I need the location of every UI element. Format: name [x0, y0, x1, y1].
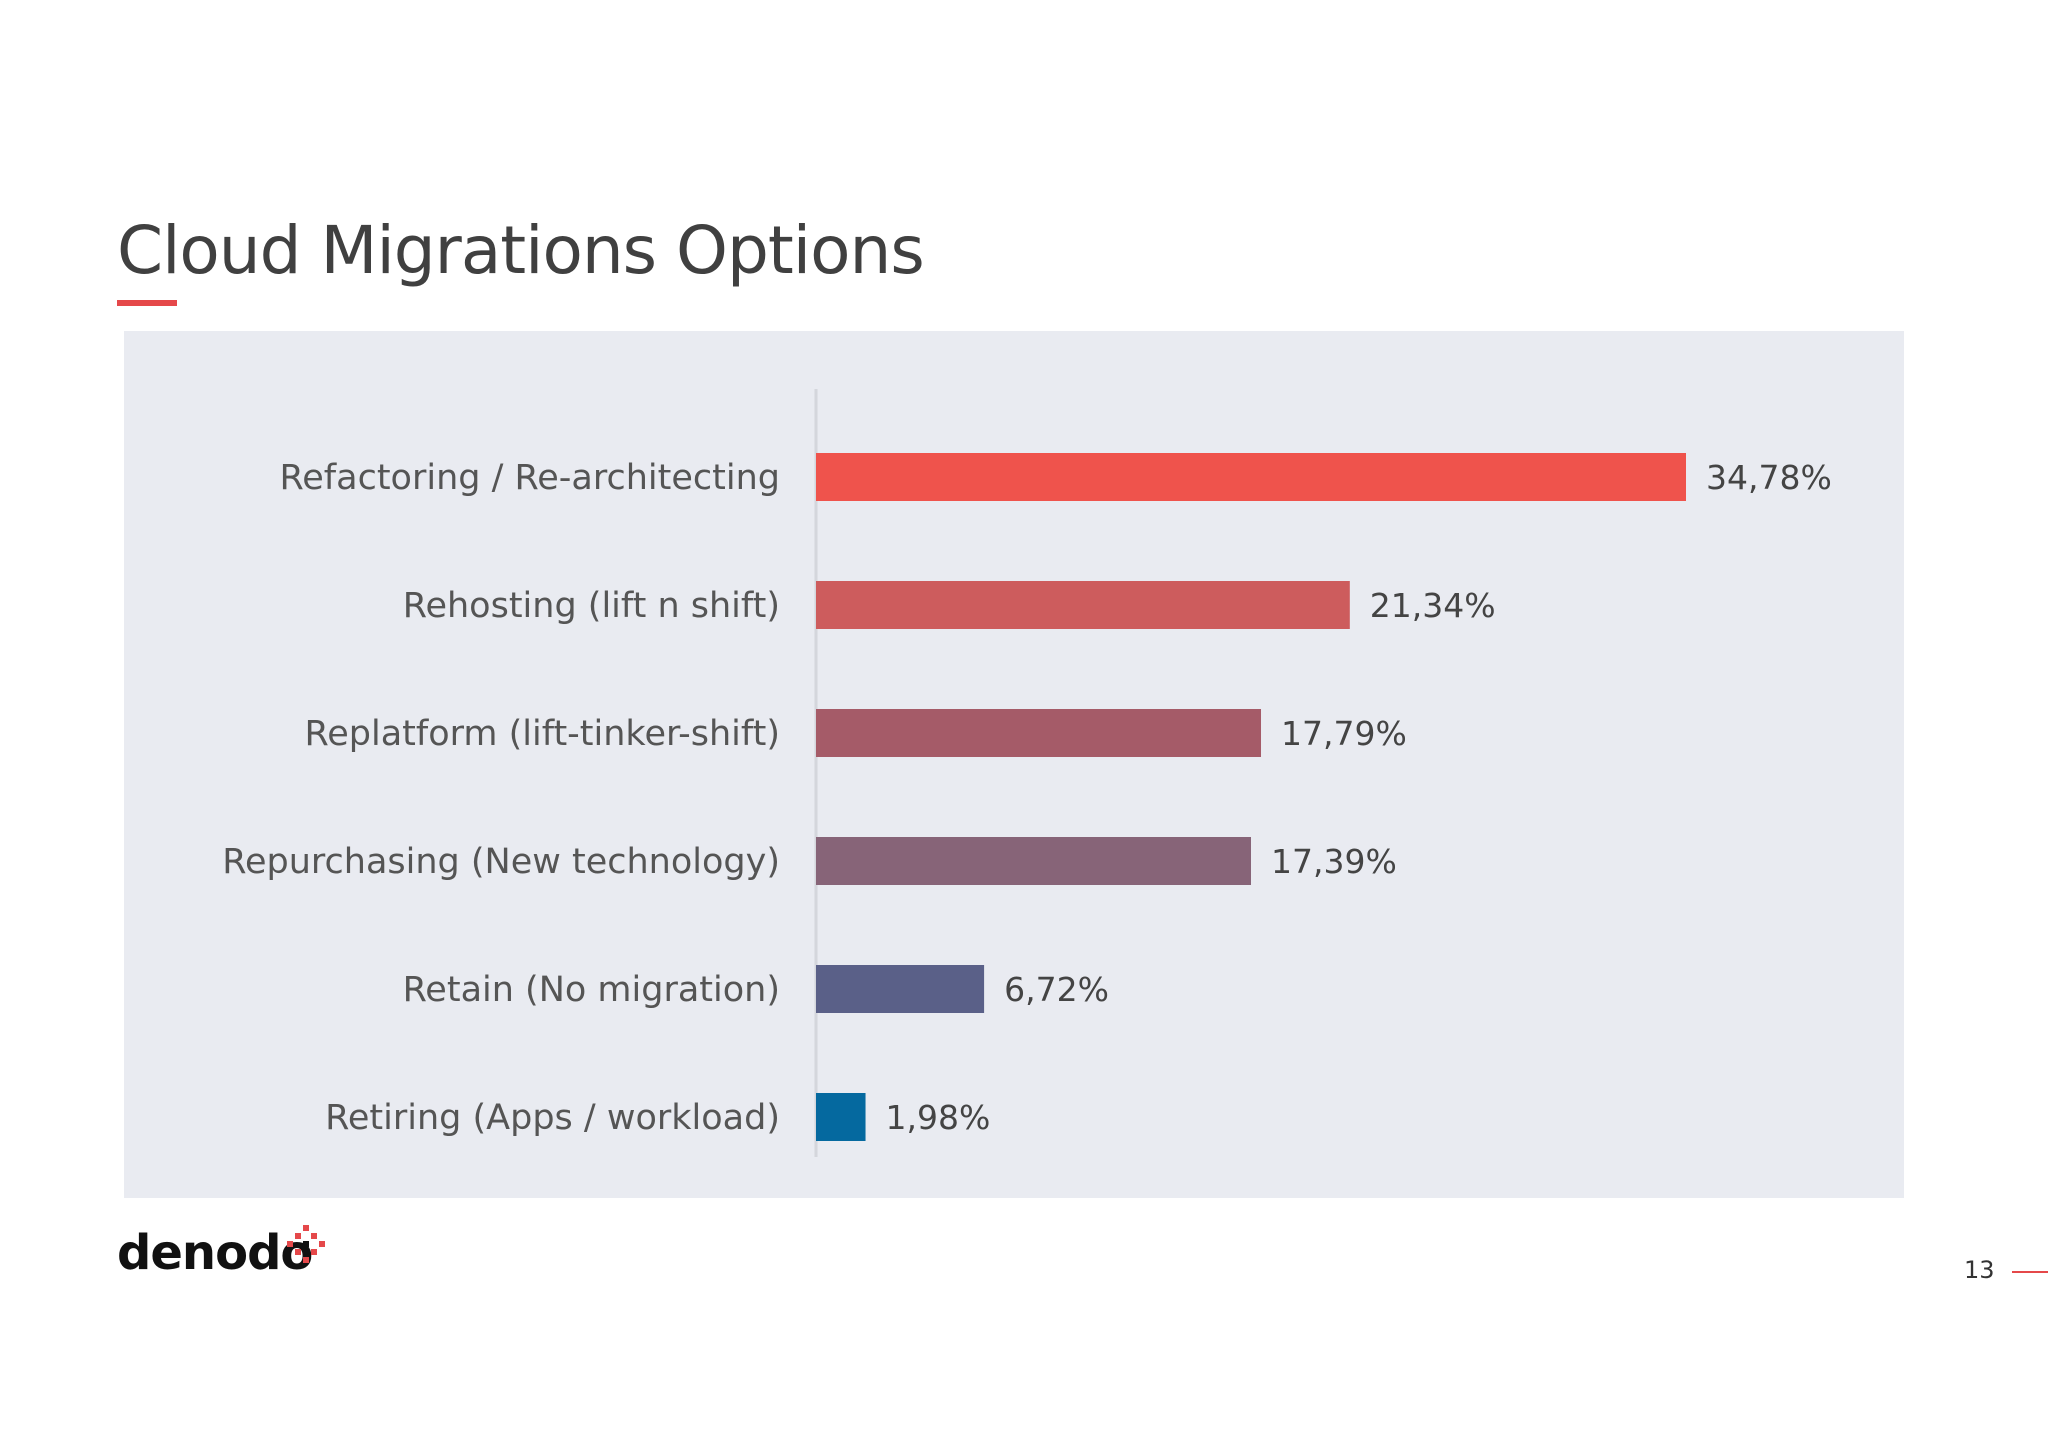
- category-label: Retiring (Apps / workload): [325, 1098, 780, 1138]
- bar-chart: Refactoring / Re-architecting 34,78% Rehos…: [222, 389, 1832, 1157]
- value-label: 6,72%: [1004, 970, 1109, 1009]
- title-underline: [117, 300, 177, 306]
- value-label: 17,39%: [1271, 842, 1397, 881]
- category-label: Replatform (lift-tinker-shift): [305, 714, 780, 754]
- page-number-line: [2012, 1271, 2048, 1273]
- bar: [816, 709, 1262, 757]
- bar: [816, 581, 1350, 629]
- bar: [816, 837, 1251, 885]
- chart-panel: Refactoring / Re-architecting 34,78% Rehos…: [124, 331, 1904, 1198]
- bar: [816, 453, 1686, 501]
- value-label: 21,34%: [1370, 586, 1496, 625]
- value-label: 34,78%: [1706, 458, 1832, 497]
- category-label: Refactoring / Re-architecting: [280, 458, 780, 498]
- slide-title: Cloud Migrations Options: [117, 212, 925, 289]
- value-label: 1,98%: [886, 1098, 991, 1137]
- category-label: Repurchasing (New technology): [222, 842, 780, 882]
- bar: [816, 1093, 866, 1141]
- value-label: 17,79%: [1281, 714, 1407, 753]
- bar: [816, 965, 985, 1013]
- category-label: Rehosting (lift n shift): [403, 586, 780, 626]
- logo-text: denodo: [117, 1225, 313, 1281]
- logo-dots-icon: [287, 1225, 325, 1263]
- category-label: Retain (No migration): [403, 970, 780, 1010]
- denodo-logo: denodo: [117, 1225, 337, 1285]
- page-number: 13: [1964, 1256, 1995, 1284]
